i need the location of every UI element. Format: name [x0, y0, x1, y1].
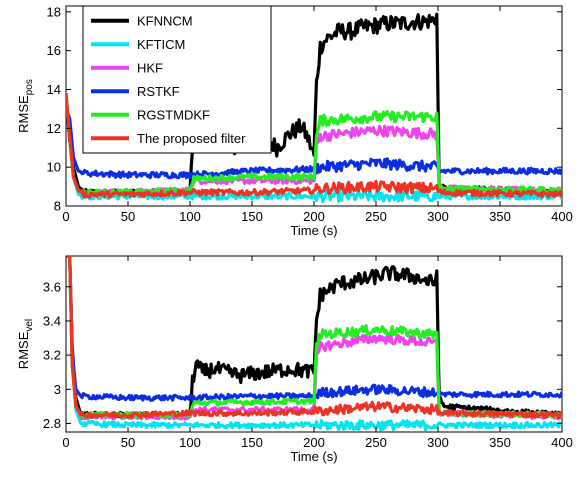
series-group-pos — [66, 12, 562, 204]
series-group-vel — [66, 256, 562, 432]
y-axis-label-vel: RMSEvel — [16, 319, 35, 369]
ticks-pos: 0 50 100 150 200 250 300 350 400 8 10 12 14 16 18 — [47, 4, 573, 224]
x-tick-label: 250 — [365, 435, 387, 450]
x-tick-label: 0 — [62, 209, 69, 224]
y-axis-label-pos: RMSEpos — [16, 79, 35, 133]
y-axis-label-main-pos: RMSE — [16, 95, 31, 133]
legend-label-rstkf: RSTKF — [137, 84, 180, 99]
series-line-the-proposed-filter — [66, 93, 562, 199]
x-tick-label: 200 — [303, 209, 325, 224]
legend-label-kfticm: KFTICM — [137, 37, 185, 52]
chart-rmse-vel: 0 50 100 150 200 250 300 350 400 2.8 3 3.2 3.4 3.6 Ti… — [16, 255, 573, 464]
chart-rmse-pos: 0 50 100 150 200 250 300 350 400 8 10 12 14 16 18 Time… — [16, 4, 573, 238]
x-tick-label: 200 — [303, 435, 325, 450]
x-tick-label: 150 — [241, 435, 263, 450]
y-tick-label: 14 — [47, 82, 61, 97]
legend-label-the-proposed-filter: The proposed filter — [137, 131, 246, 146]
x-tick-label: 350 — [489, 209, 511, 224]
y-axis-label-main-vel: RMSE — [16, 331, 31, 369]
x-tick-label: 100 — [179, 209, 201, 224]
legend-box — [82, 5, 272, 154]
x-axis-label-pos: Time (s) — [290, 223, 337, 238]
y-axis-label-sub-vel: vel — [24, 319, 35, 332]
y-tick-label: 3.2 — [43, 348, 61, 363]
x-tick-label: 50 — [121, 209, 135, 224]
x-tick-label: 400 — [551, 435, 573, 450]
series-line-the-proposed-filter — [66, 256, 562, 419]
y-axis-label-sub-pos: pos — [24, 79, 35, 95]
x-tick-label: 100 — [179, 435, 201, 450]
y-tick-label: 12 — [47, 121, 61, 136]
legend-label-hkf: HKF — [137, 60, 163, 75]
y-tick-label: 3 — [54, 382, 61, 397]
x-tick-label: 0 — [62, 435, 69, 450]
x-tick-label: 150 — [241, 209, 263, 224]
ticks-vel: 0 50 100 150 200 250 300 350 400 2.8 3 3.2 3.4 3.6 — [43, 256, 573, 450]
legend: KFNNCM KFTICM HKF RSTKF RGSTMDKF The proposed… — [82, 5, 272, 154]
x-axis-label-vel: Time (s) — [290, 449, 337, 464]
x-tick-label: 50 — [121, 435, 135, 450]
legend-label-rgstmdkf: RGSTMDKF — [137, 107, 210, 122]
x-tick-label: 300 — [427, 209, 449, 224]
y-tick-label: 16 — [47, 43, 61, 58]
x-tick-label: 300 — [427, 435, 449, 450]
y-tick-label: 3.6 — [43, 279, 61, 294]
x-tick-label: 250 — [365, 209, 387, 224]
x-tick-label: 400 — [551, 209, 573, 224]
y-tick-label: 2.8 — [43, 416, 61, 431]
y-tick-label: 3.4 — [43, 313, 61, 328]
x-tick-label: 350 — [489, 435, 511, 450]
legend-label-kfnncm: KFNNCM — [137, 13, 193, 28]
y-tick-label: 10 — [47, 160, 61, 175]
series-line-kfticm — [66, 256, 562, 432]
y-tick-label: 18 — [47, 4, 61, 19]
y-tick-label: 8 — [54, 199, 61, 214]
